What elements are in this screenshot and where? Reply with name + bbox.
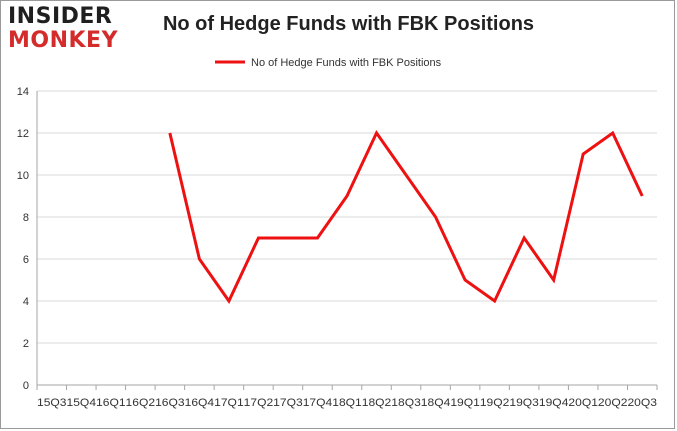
chart-title: No of Hedge Funds with FBK Positions (162, 13, 535, 35)
legend-label: No of Hedge Funds with FBK Positions (251, 57, 442, 69)
y-tick-label-14: 14 (17, 86, 29, 98)
series-lines (168, 130, 644, 304)
x-tick-label-18Q3: 18Q3 (391, 397, 421, 409)
series-line-0-0 (168, 130, 644, 304)
x-tick-label-19Q3: 19Q3 (509, 397, 539, 409)
x-tick-label-19Q1: 19Q1 (450, 397, 480, 409)
x-tick-label-17Q3: 17Q3 (273, 397, 303, 409)
x-tick-label-20Q2: 20Q2 (598, 397, 628, 409)
x-tick-label-16Q1: 16Q1 (96, 397, 126, 409)
x-tick-label-15Q3: 15Q3 (37, 397, 67, 409)
x-tick-label-18Q1: 18Q1 (332, 397, 362, 409)
y-tick-labels: 0 2 4 6 8 10 12 14 (17, 86, 29, 392)
logo-line-2: MONKEY (8, 28, 119, 53)
x-tick-label-19Q4: 19Q4 (539, 397, 569, 409)
x-tick-label-16Q2: 16Q2 (126, 397, 156, 409)
y-tick-label-2: 2 (23, 338, 29, 350)
logo-line-1: INSIDER (8, 4, 113, 29)
y-tick-label-0: 0 (23, 380, 29, 392)
y-tick-label-6: 6 (23, 254, 29, 266)
x-tick-label-19Q2: 19Q2 (480, 397, 510, 409)
y-tick-label-8: 8 (23, 212, 29, 224)
axes (36, 91, 658, 390)
gridlines (37, 90, 657, 344)
x-tick-label-17Q4: 17Q4 (303, 397, 333, 409)
y-tick-label-4: 4 (23, 296, 29, 308)
x-tick-label-20Q1: 20Q1 (568, 397, 598, 409)
x-tick-label-17Q1: 17Q1 (214, 397, 244, 409)
insider-monkey-logo: INSIDER MONKEY (8, 4, 130, 54)
x-tick-label-17Q2: 17Q2 (244, 397, 274, 409)
x-tick-label-16Q3: 16Q3 (155, 397, 185, 409)
y-tick-label-12: 12 (17, 128, 29, 140)
x-tick-label-18Q2: 18Q2 (362, 397, 392, 409)
x-tick-label-20Q3: 20Q3 (627, 397, 657, 409)
x-tick-labels: 15Q3 15Q4 16Q1 16Q2 16Q3 16Q4 17Q1 17Q2 17Q3 17Q4… (37, 397, 657, 409)
x-tick-label-16Q4: 16Q4 (185, 397, 215, 409)
y-tick-label-10: 10 (17, 170, 29, 182)
legend: No of Hedge Funds with FBK Positions (215, 57, 442, 69)
x-tick-label-18Q4: 18Q4 (421, 397, 451, 409)
x-tick-label-15Q4: 15Q4 (67, 397, 97, 409)
